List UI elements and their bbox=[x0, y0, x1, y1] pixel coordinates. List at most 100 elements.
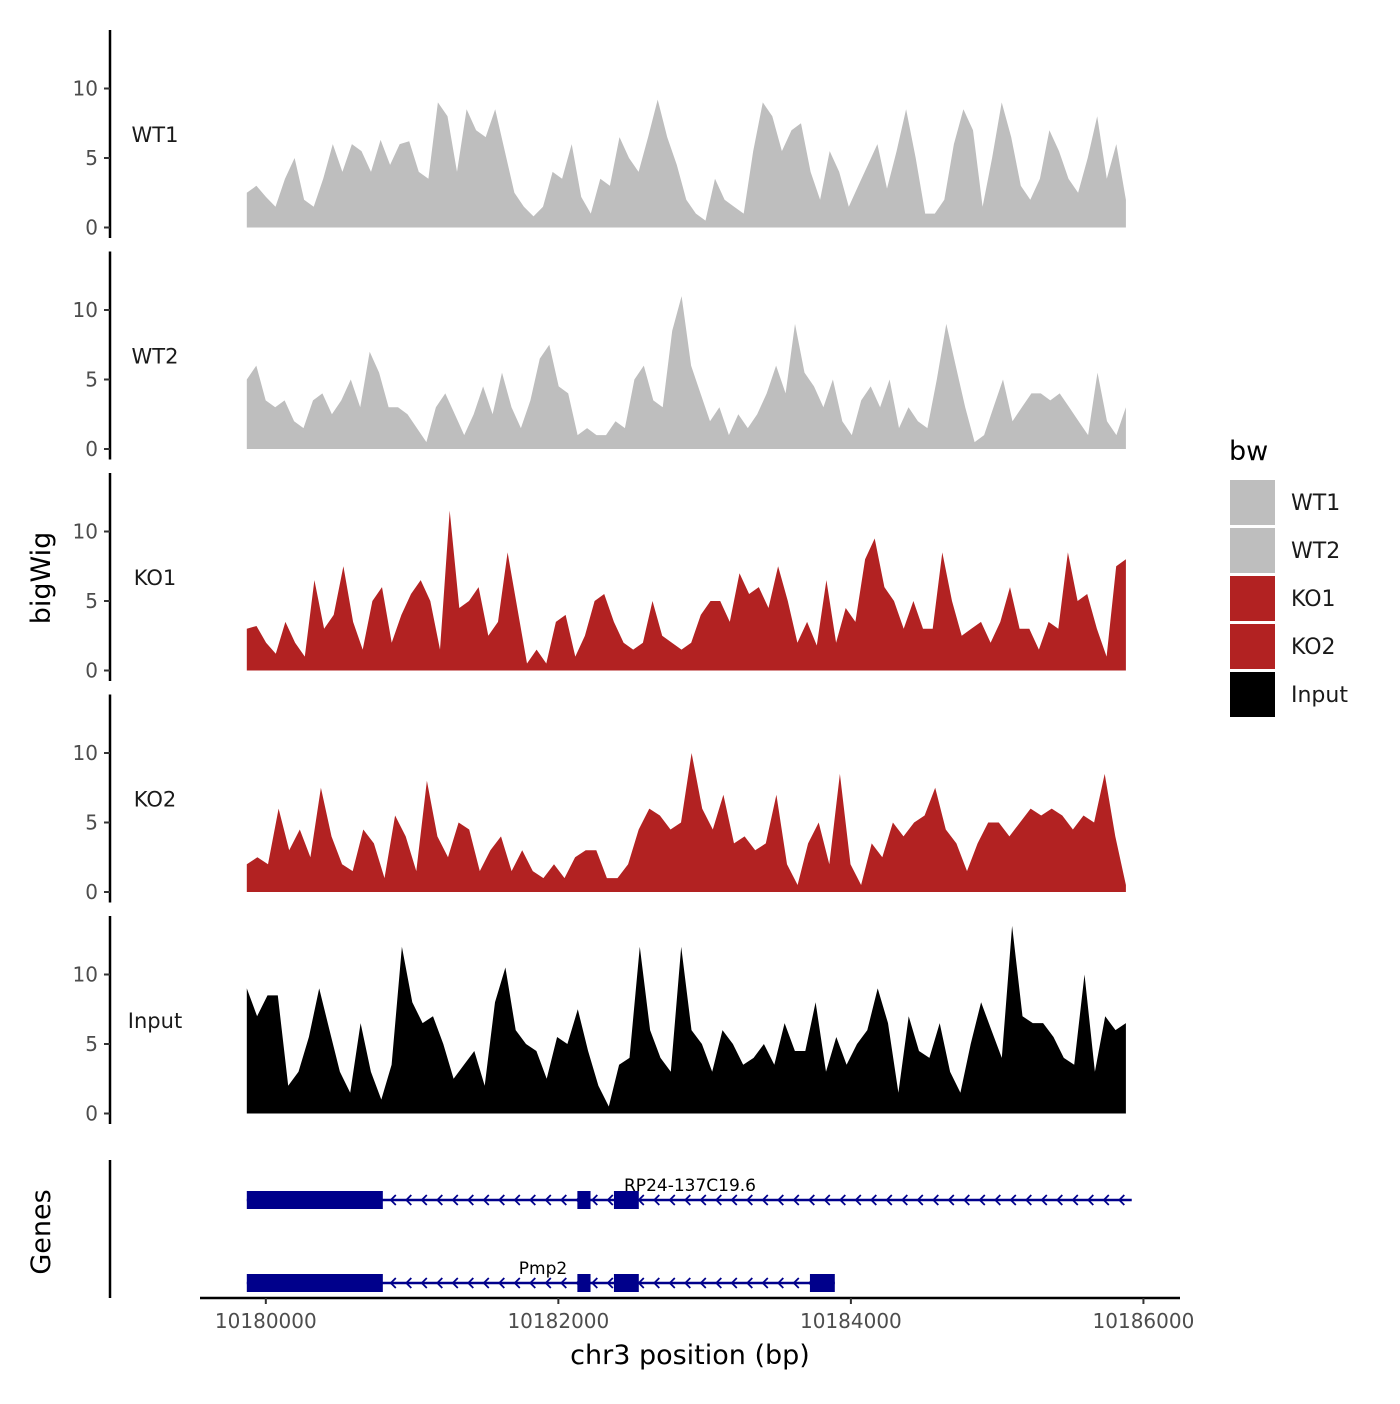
strand-arrow bbox=[544, 1277, 552, 1289]
strand-arrow bbox=[482, 1194, 490, 1206]
strand-arrow bbox=[761, 1277, 769, 1289]
gene-name-label: RP24-137C19.6 bbox=[624, 1176, 756, 1196]
gene-exon bbox=[613, 1191, 639, 1209]
strand-arrow bbox=[1071, 1194, 1079, 1206]
strand-arrow bbox=[746, 1194, 753, 1206]
area-series-wt2 bbox=[246, 296, 1126, 449]
gene-track: RP24-137C19.6 Pmp2 bbox=[108, 1160, 1132, 1298]
legend-label: KO2 bbox=[1291, 635, 1336, 660]
signal-tracks: 0 5 10 WT1 0 5 10 WT2 0 5 10 KO1 0 5 10 KO2 0 5 10 Input bbox=[73, 30, 1126, 1126]
track-label: WT2 bbox=[132, 345, 179, 369]
gene-exon bbox=[577, 1191, 591, 1209]
strand-arrow bbox=[684, 1194, 691, 1206]
gene-exon bbox=[613, 1274, 639, 1292]
track-label: WT1 bbox=[132, 123, 179, 147]
strand-arrow bbox=[451, 1277, 459, 1289]
strand-arrow bbox=[544, 1194, 552, 1206]
strand-arrow bbox=[1025, 1194, 1032, 1206]
strand-arrow bbox=[916, 1194, 924, 1206]
strand-arrow bbox=[389, 1194, 397, 1206]
y-tick-label: 10 bbox=[73, 963, 98, 987]
strand-arrow bbox=[482, 1277, 490, 1289]
strand-arrow bbox=[792, 1194, 800, 1206]
gene-exon bbox=[809, 1274, 835, 1292]
y-tick-label: 10 bbox=[73, 77, 98, 101]
strand-arrow bbox=[699, 1194, 707, 1206]
x-tick-label: 10184000 bbox=[800, 1309, 902, 1333]
strand-arrow bbox=[560, 1277, 567, 1289]
strand-arrow bbox=[761, 1194, 769, 1206]
track-label: Input bbox=[128, 1009, 182, 1033]
strand-arrow bbox=[606, 1277, 614, 1289]
strand-arrow bbox=[839, 1194, 846, 1206]
strand-arrow bbox=[1102, 1194, 1110, 1206]
y-tick-label: 0 bbox=[85, 437, 98, 461]
x-tick-label: 10186000 bbox=[1093, 1309, 1195, 1333]
x-axis: 10180000 10182000 10184000 10186000 bbox=[200, 1296, 1195, 1333]
y-tick-label: 0 bbox=[85, 880, 98, 904]
strand-arrow bbox=[901, 1194, 908, 1206]
strand-arrow bbox=[1118, 1194, 1125, 1206]
strand-arrow bbox=[947, 1194, 955, 1206]
strand-arrow bbox=[529, 1194, 536, 1206]
strand-arrow bbox=[591, 1277, 598, 1289]
legend: bw WT1 WT2 KO1 KO2 Input bbox=[1229, 436, 1348, 717]
strand-arrow bbox=[715, 1277, 722, 1289]
strand-arrow bbox=[1056, 1194, 1063, 1206]
strand-arrow bbox=[746, 1277, 753, 1289]
strand-arrow bbox=[451, 1194, 459, 1206]
y-tick-label: 0 bbox=[85, 659, 98, 683]
strand-arrow bbox=[405, 1277, 412, 1289]
strand-arrow bbox=[963, 1194, 970, 1206]
strand-arrow bbox=[668, 1194, 676, 1206]
gene-1: Pmp2 bbox=[246, 1259, 835, 1292]
x-axis-title: chr3 position (bp) bbox=[570, 1340, 810, 1371]
track-label: KO2 bbox=[134, 788, 177, 812]
strand-arrow bbox=[560, 1194, 567, 1206]
strand-arrow bbox=[730, 1277, 738, 1289]
strand-arrow bbox=[653, 1277, 660, 1289]
strand-arrow bbox=[684, 1277, 691, 1289]
strand-arrow bbox=[467, 1277, 474, 1289]
gene-exon bbox=[246, 1191, 383, 1209]
y-axis-title: bigWig bbox=[26, 532, 57, 625]
y-tick-label: 10 bbox=[73, 520, 98, 544]
y-tick-label: 5 bbox=[85, 811, 98, 835]
strand-arrow bbox=[436, 1277, 443, 1289]
gene-name-label: Pmp2 bbox=[519, 1259, 567, 1279]
y-tick-label: 0 bbox=[85, 216, 98, 240]
strand-arrow bbox=[668, 1277, 676, 1289]
y-tick-label: 5 bbox=[85, 1032, 98, 1056]
strand-arrow bbox=[823, 1194, 831, 1206]
area-series-ko1 bbox=[246, 510, 1126, 671]
legend-label: Input bbox=[1291, 683, 1348, 708]
strand-arrow bbox=[808, 1194, 815, 1206]
track-ko1: 0 5 10 KO1 bbox=[73, 473, 1126, 683]
strand-arrow bbox=[436, 1194, 443, 1206]
strand-arrow bbox=[606, 1194, 614, 1206]
legend-title: bw bbox=[1229, 436, 1268, 467]
legend-label: KO1 bbox=[1291, 587, 1336, 612]
legend-key-ko2 bbox=[1230, 624, 1275, 669]
legend-key-wt2 bbox=[1230, 528, 1275, 573]
strand-arrow bbox=[792, 1277, 800, 1289]
genes-axis-title: Genes bbox=[26, 1189, 57, 1274]
legend-label: WT2 bbox=[1291, 539, 1340, 564]
strand-arrow bbox=[513, 1277, 521, 1289]
strand-arrow bbox=[498, 1277, 505, 1289]
y-tick-label: 10 bbox=[73, 741, 98, 765]
gene-exon bbox=[577, 1274, 591, 1292]
y-tick-label: 5 bbox=[85, 589, 98, 613]
track-wt2: 0 5 10 WT2 bbox=[73, 251, 1126, 461]
track-wt1: 0 5 10 WT1 bbox=[73, 30, 1126, 240]
strand-arrow bbox=[994, 1194, 1001, 1206]
strand-arrow bbox=[932, 1194, 939, 1206]
strand-arrow bbox=[1087, 1194, 1094, 1206]
track-input: 0 5 10 Input bbox=[73, 916, 1126, 1126]
legend-key-wt1 bbox=[1230, 480, 1275, 525]
gene-exon bbox=[246, 1274, 383, 1292]
strand-arrow bbox=[885, 1194, 893, 1206]
strand-arrow bbox=[591, 1194, 598, 1206]
track-ko2: 0 5 10 KO2 bbox=[73, 694, 1126, 904]
